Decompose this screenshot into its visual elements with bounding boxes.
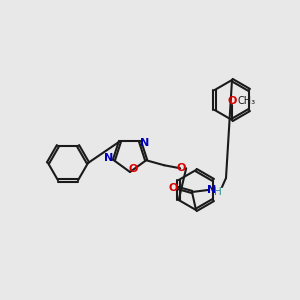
Text: N: N	[140, 138, 150, 148]
Text: CH₃: CH₃	[238, 96, 256, 106]
Text: N: N	[207, 185, 217, 195]
Text: H: H	[214, 187, 222, 197]
Text: O: O	[176, 163, 186, 173]
Text: O: O	[128, 164, 138, 174]
Text: O: O	[227, 96, 237, 106]
Text: N: N	[104, 153, 113, 163]
Text: O: O	[168, 183, 178, 193]
